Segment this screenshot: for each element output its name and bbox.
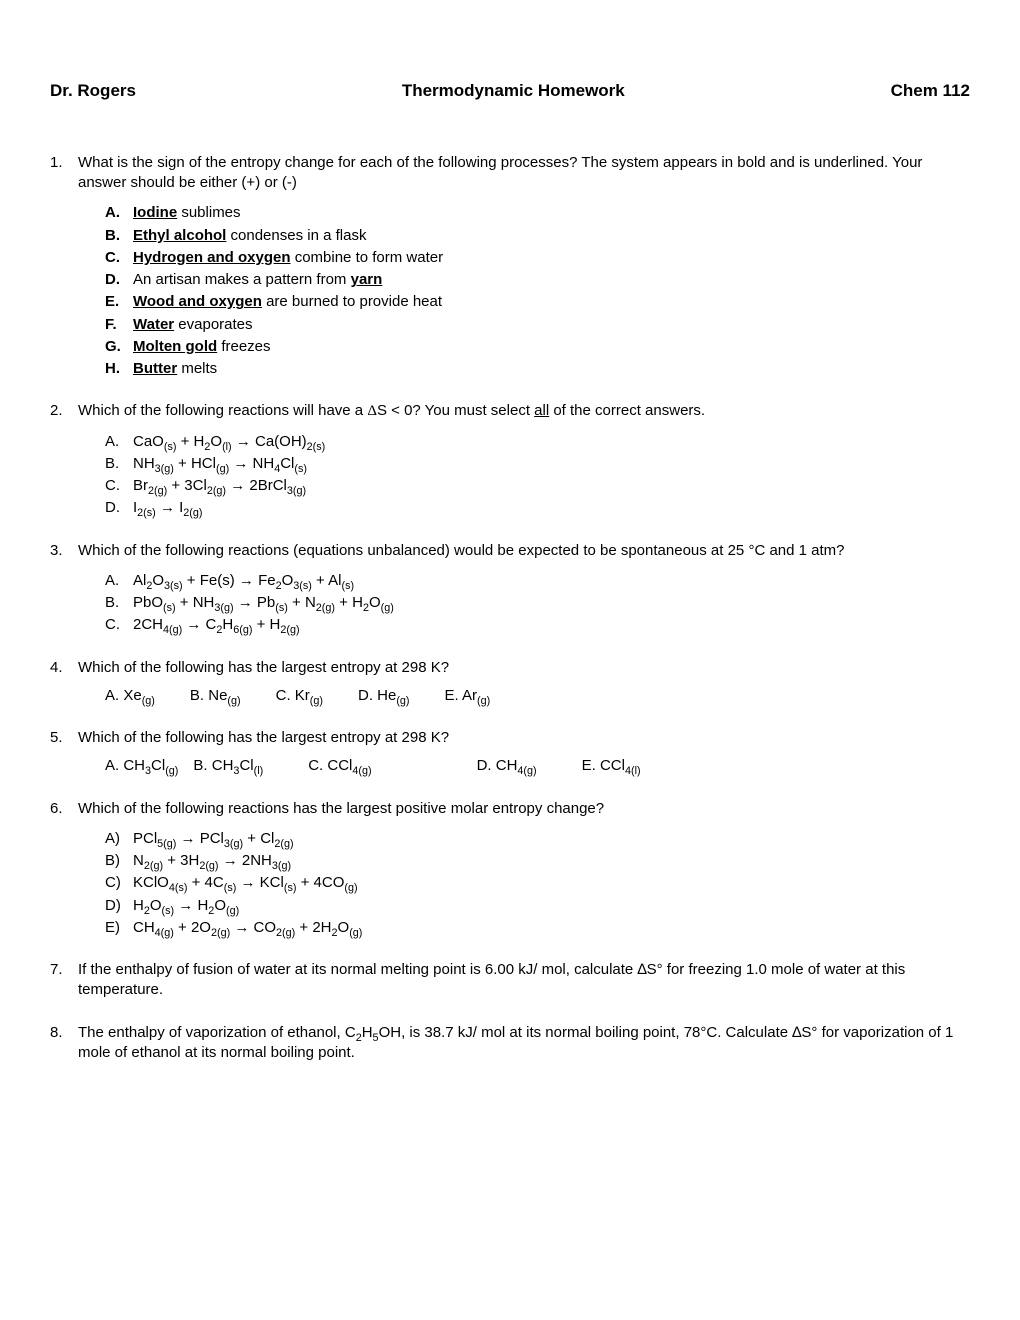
q2-num: 2. (50, 401, 78, 421)
q3-opt-a: A.Al2O3(s) + Fe(s) → Fe2O3(s) + Al(s) (105, 571, 970, 591)
q2-opt-a: A.CaO(s) + H2O(l) → Ca(OH)2(s) (105, 432, 970, 452)
question-1: 1. What is the sign of the entropy chang… (50, 153, 970, 380)
q4-opt-d: D. He(g) (358, 686, 410, 706)
q4-text: Which of the following has the largest e… (78, 658, 970, 678)
question-3: 3. Which of the following reactions (equ… (50, 541, 970, 636)
q7-text: If the enthalpy of fusion of water at it… (78, 960, 970, 1001)
q5-num: 5. (50, 728, 78, 748)
q6-num: 6. (50, 799, 78, 819)
q1-opt-e: E.Wood and oxygen are burned to provide … (105, 292, 970, 312)
q2-opt-d: D.I2(s) → I2(g) (105, 498, 970, 518)
q6-text: Which of the following reactions has the… (78, 799, 970, 819)
q2-opt-b: B.NH3(g) + HCl(g) → NH4Cl(s) (105, 454, 970, 474)
q5-opt-b: B. CH3Cl(l) (193, 756, 263, 776)
q2-opt-c: C.Br2(g) + 3Cl2(g) → 2BrCl3(g) (105, 476, 970, 496)
q4-opt-b: B. Ne(g) (190, 686, 241, 706)
q8-num: 8. (50, 1023, 78, 1064)
question-6: 6. Which of the following reactions has … (50, 799, 970, 939)
q1-opt-d: D.An artisan makes a pattern from yarn (105, 270, 970, 290)
question-4: 4. Which of the following has the larges… (50, 658, 970, 707)
question-8: 8. The enthalpy of vaporization of ethan… (50, 1023, 970, 1064)
q6-opt-b: B)N2(g) + 3H2(g) → 2NH3(g) (105, 851, 970, 871)
q8-text: The enthalpy of vaporization of ethanol,… (78, 1023, 970, 1064)
header-left: Dr. Rogers (50, 80, 136, 103)
q7-num: 7. (50, 960, 78, 1001)
q3-opt-c: C.2CH4(g) → C2H6(g) + H2(g) (105, 615, 970, 635)
q1-opt-f: F.Water evaporates (105, 315, 970, 335)
q3-opt-b: B.PbO(s) + NH3(g) → Pb(s) + N2(g) + H2O(… (105, 593, 970, 613)
q3-num: 3. (50, 541, 78, 561)
q6-opt-c: C)KClO4(s) + 4C(s) → KCl(s) + 4CO(g) (105, 873, 970, 893)
q4-opt-c: C. Kr(g) (276, 686, 323, 706)
q1-opt-c: C.Hydrogen and oxygen combine to form wa… (105, 248, 970, 268)
q3-text: Which of the following reactions (equati… (78, 541, 970, 561)
q5-opt-c: C. CCl4(g) (308, 756, 371, 776)
page-header: Dr. Rogers Thermodynamic Homework Chem 1… (50, 80, 970, 103)
header-center: Thermodynamic Homework (402, 80, 625, 103)
q2-text: Which of the following reactions will ha… (78, 401, 970, 421)
question-7: 7. If the enthalpy of fusion of water at… (50, 960, 970, 1001)
question-5: 5. Which of the following has the larges… (50, 728, 970, 777)
q6-opt-a: A)PCl5(g) → PCl3(g) + Cl2(g) (105, 829, 970, 849)
q1-opt-a: A.Iodine sublimes (105, 203, 970, 223)
q6-opt-d: D)H2O(s) → H2O(g) (105, 896, 970, 916)
q1-opt-b: B.Ethyl alcohol condenses in a flask (105, 226, 970, 246)
q4-opt-a: A. Xe(g) (105, 686, 155, 706)
q1-opt-h: H.Butter melts (105, 359, 970, 379)
q5-text: Which of the following has the largest e… (78, 728, 970, 748)
q6-opt-e: E)CH4(g) + 2O2(g) → CO2(g) + 2H2O(g) (105, 918, 970, 938)
q5-opt-d: D. CH4(g) (477, 756, 537, 776)
q5-opt-e: E. CCl4(l) (582, 756, 641, 776)
q4-num: 4. (50, 658, 78, 678)
q1-num: 1. (50, 153, 78, 194)
question-2: 2. Which of the following reactions will… (50, 401, 970, 518)
q5-opt-a: A. CH3Cl(g) (105, 756, 178, 776)
q1-text: What is the sign of the entropy change f… (78, 153, 970, 194)
header-right: Chem 112 (891, 80, 970, 103)
q1-opt-g: G.Molten gold freezes (105, 337, 970, 357)
q4-opt-e: E. Ar(g) (445, 686, 491, 706)
